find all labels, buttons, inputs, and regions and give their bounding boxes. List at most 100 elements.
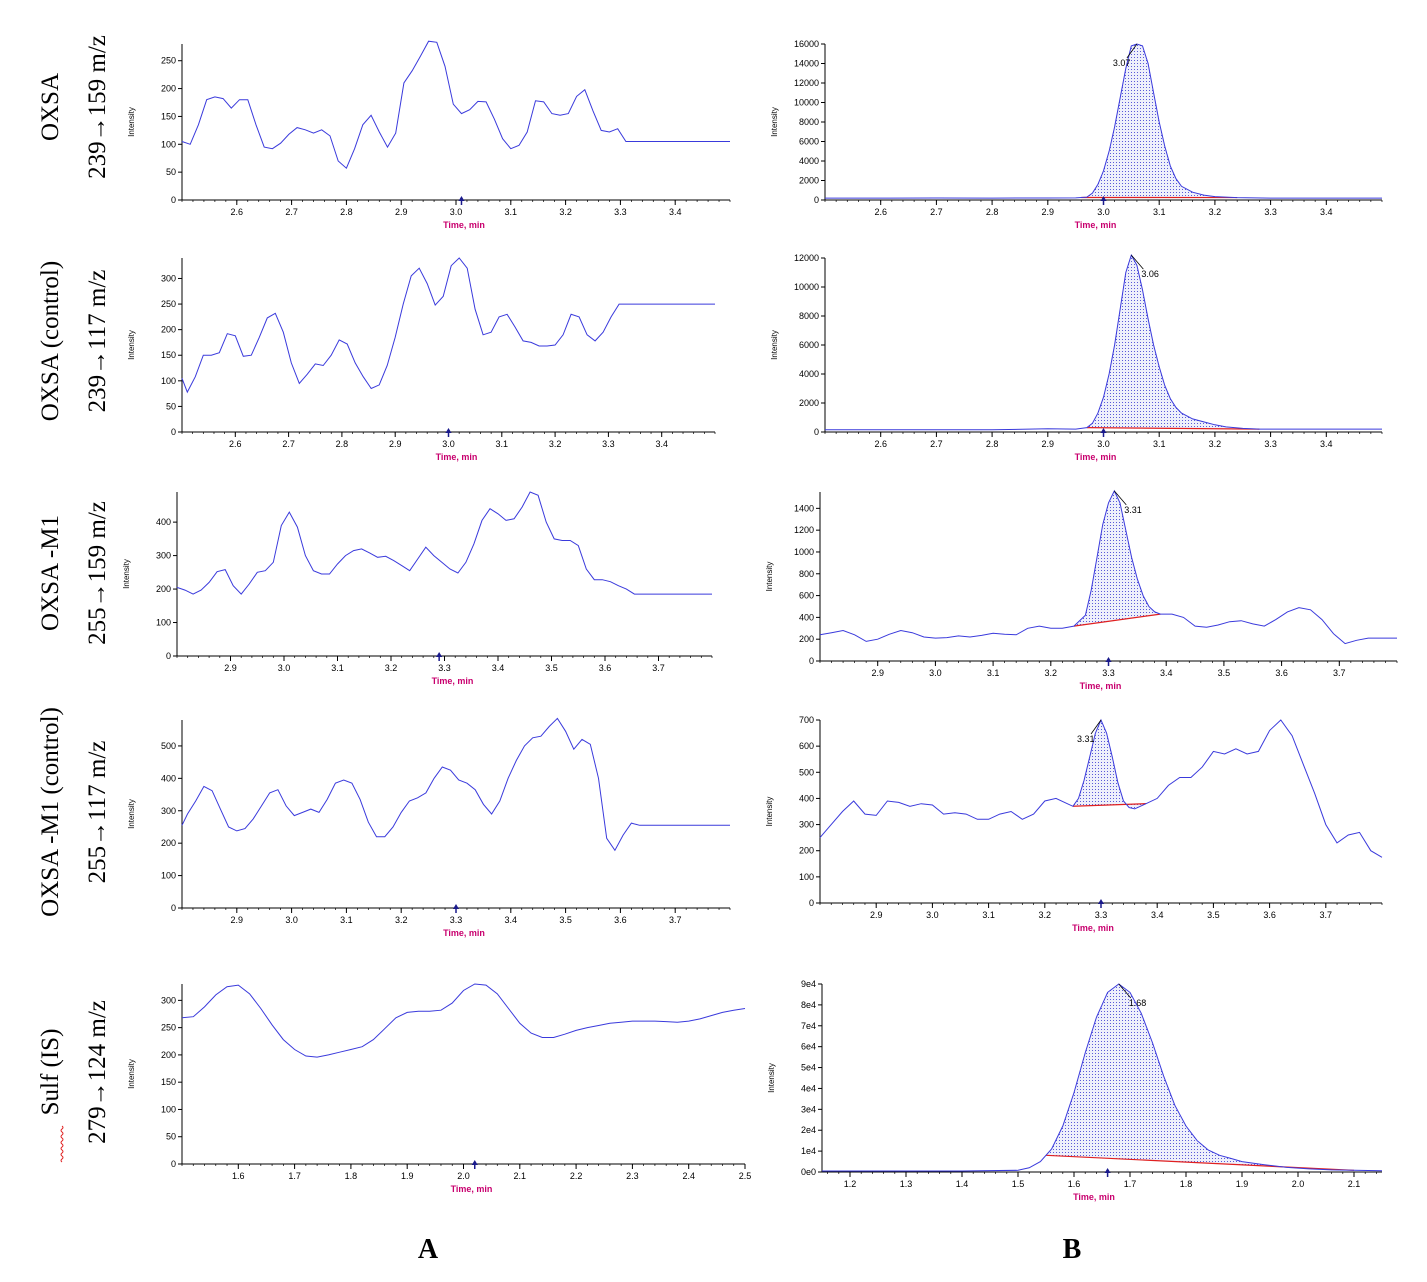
y-tick-label: 100	[799, 872, 814, 882]
y-axis-title: Intensity	[770, 330, 779, 360]
peak-area	[1046, 984, 1354, 1171]
y-tick-label: 250	[161, 1023, 176, 1033]
y-tick-label: 16000	[794, 39, 819, 49]
x-tick-label: 1.6	[232, 1171, 245, 1181]
y-axis-title: Intensity	[122, 559, 131, 589]
retention-marker	[1100, 196, 1107, 201]
x-tick-label: 1.2	[844, 1179, 857, 1189]
peak-label: 3.31	[1124, 505, 1142, 515]
y-tick-label: 300	[161, 995, 176, 1005]
panel-label-a: A	[418, 1234, 439, 1265]
x-tick-label: 2.7	[285, 207, 298, 217]
x-tick-label: 2.1	[1348, 1179, 1361, 1189]
x-tick-label: 3.7	[652, 663, 665, 673]
x-axis-title: Time, min	[1072, 923, 1114, 933]
x-tick-label: 3.6	[1263, 910, 1276, 920]
y-tick-label: 100	[161, 1104, 176, 1114]
y-tick-label: 2000	[799, 398, 819, 408]
x-tick-label: 3.5	[545, 663, 558, 673]
row-label-transition: 255→159 m/z	[84, 501, 111, 645]
x-tick-label: 2.9	[1042, 207, 1055, 217]
row-label-compound: Sulf (IS)	[37, 1029, 64, 1116]
y-tick-label: 3e4	[801, 1104, 816, 1114]
x-tick-label: 3.6	[1275, 668, 1288, 678]
y-tick-label: 0	[171, 427, 176, 437]
x-tick-label: 3.3	[450, 915, 463, 925]
x-tick-label: 3.3	[1102, 668, 1115, 678]
panel-label-b: B	[1063, 1234, 1082, 1265]
y-tick-label: 6000	[799, 340, 819, 350]
x-tick-label: 2.9	[395, 207, 408, 217]
y-tick-label: 100	[156, 618, 171, 628]
peak-label-leader	[1126, 43, 1138, 59]
x-tick-label: 3.7	[669, 915, 682, 925]
y-tick-label: 2000	[799, 176, 819, 186]
x-tick-label: 3.3	[1264, 439, 1277, 449]
series-line	[822, 983, 1383, 1172]
y-tick-label: 10000	[794, 282, 819, 292]
x-tick-label: 3.3	[438, 663, 451, 673]
x-axis-title: Time, min	[432, 676, 474, 686]
y-tick-label: 2e4	[801, 1125, 816, 1135]
x-tick-label: 3.1	[496, 439, 509, 449]
x-tick-label: 3.4	[669, 207, 682, 217]
y-tick-label: 0	[814, 195, 819, 205]
x-tick-label: 2.6	[874, 439, 887, 449]
x-tick-label: 2.0	[1292, 1179, 1305, 1189]
y-tick-label: 5e4	[801, 1063, 816, 1073]
x-tick-label: 3.5	[1218, 668, 1231, 678]
x-tick-label: 2.8	[336, 439, 349, 449]
x-tick-label: 2.7	[930, 439, 943, 449]
y-tick-label: 200	[161, 1050, 176, 1060]
y-tick-label: 400	[161, 773, 176, 783]
y-axis-title: Intensity	[127, 1059, 136, 1089]
y-tick-label: 4000	[799, 156, 819, 166]
y-tick-label: 50	[166, 167, 176, 177]
y-tick-label: 150	[161, 1077, 176, 1087]
peak-area	[1073, 490, 1161, 627]
y-tick-label: 250	[161, 56, 176, 66]
retention-marker	[436, 652, 443, 657]
y-tick-label: 400	[799, 612, 814, 622]
y-tick-label: 500	[161, 741, 176, 751]
y-axis-title: Intensity	[127, 799, 136, 829]
x-tick-label: 3.2	[549, 439, 562, 449]
x-tick-label: 1.6	[1068, 1179, 1081, 1189]
series-line	[181, 40, 730, 170]
x-tick-label: 2.3	[626, 1171, 639, 1181]
x-axis-title: Time, min	[443, 220, 485, 230]
x-tick-label: 1.8	[345, 1171, 358, 1181]
chart-b5: 1.2 1.3 1.4 1.5 1.6 1.7 1.8 1.9 2.0 2.1 0e0 1e4 2e4 3…	[767, 979, 1383, 1202]
y-axis-title: Intensity	[767, 1063, 776, 1093]
x-tick-label: 2.0	[457, 1171, 470, 1181]
series-line	[825, 253, 1382, 431]
series-line	[825, 43, 1382, 199]
x-tick-label: 3.5	[559, 915, 572, 925]
row-label-transition: 255→117 m/z	[84, 741, 111, 884]
peak-label-leader	[1118, 983, 1132, 999]
chart-a3: 2.9 3.0 3.1 3.2 3.3 3.4 3.5 3.6 3.7 0 100 200 300 400…	[122, 491, 713, 686]
x-tick-label: 3.7	[1333, 668, 1346, 678]
y-tick-label: 1400	[794, 503, 814, 513]
y-tick-label: 100	[161, 376, 176, 386]
chart-a5: 1.6 1.7 1.8 1.9 2.0 2.1 2.2 2.3 2.4 2.5 0 50 100 150 2…	[127, 983, 751, 1194]
x-tick-label: 2.1	[514, 1171, 527, 1181]
y-tick-label: 0	[809, 898, 814, 908]
x-tick-label: 3.4	[1160, 668, 1173, 678]
peak-baseline	[1045, 1154, 1355, 1171]
spellcheck-squiggle	[60, 1125, 64, 1163]
x-tick-label: 2.8	[986, 439, 999, 449]
x-axis-title: Time, min	[1075, 220, 1117, 230]
y-tick-label: 800	[799, 569, 814, 579]
x-tick-label: 3.4	[655, 439, 668, 449]
x-tick-label: 3.1	[1153, 439, 1166, 449]
y-tick-label: 200	[799, 846, 814, 856]
y-tick-label: 300	[799, 820, 814, 830]
x-tick-label: 3.4	[1320, 439, 1333, 449]
series-line	[181, 717, 730, 852]
x-tick-label: 2.7	[282, 439, 295, 449]
x-tick-label: 2.4	[682, 1171, 695, 1181]
y-tick-label: 10000	[794, 98, 819, 108]
x-tick-label: 2.8	[986, 207, 999, 217]
